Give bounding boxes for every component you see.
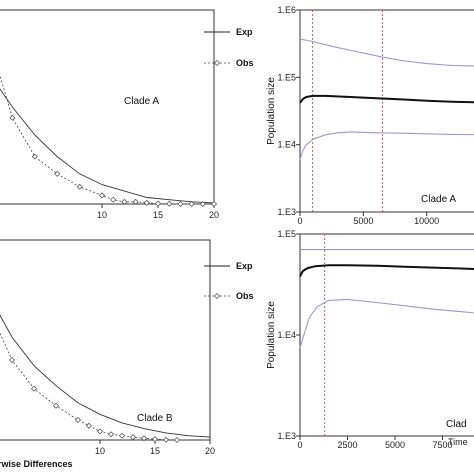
- obs-point-marker: [75, 417, 81, 423]
- obs-series-line: [0, 74, 214, 205]
- x-tick-label: 5000: [353, 216, 373, 226]
- x-tick-label: 10: [97, 210, 107, 220]
- obs-point-marker: [119, 432, 125, 439]
- x-axis-label: rwise Differences: [0, 459, 73, 469]
- exp-series-line: [0, 314, 211, 438]
- obs-point-marker: [108, 431, 114, 438]
- panel-label: Clade A: [421, 194, 456, 205]
- x-axis-label: Time: [448, 437, 468, 447]
- panel-label: Clade B: [137, 413, 173, 424]
- legend-obs-marker: [214, 293, 220, 299]
- x-tick-label: 5000: [385, 440, 405, 450]
- x-tick-label: 10000: [414, 216, 439, 226]
- y-tick-label: 1.E5: [277, 72, 296, 82]
- y-axis-label: Population size: [266, 301, 277, 369]
- x-tick-label: 15: [150, 446, 160, 456]
- obs-point-marker: [53, 402, 59, 409]
- y-tick-label: 1.E3: [277, 431, 296, 441]
- median-series-line: [299, 264, 474, 277]
- obs-point-marker: [54, 170, 61, 177]
- obs-point-marker: [177, 201, 184, 207]
- obs-point-marker: [76, 183, 83, 190]
- obs-point-marker: [130, 434, 136, 441]
- y-tick-label: 1.E4: [277, 330, 296, 340]
- x-tick-label: 15: [153, 210, 163, 220]
- obs-point-marker: [163, 436, 169, 443]
- obs-point-marker: [121, 198, 128, 205]
- plot-frame: [299, 233, 474, 437]
- obs-point-marker: [155, 200, 161, 207]
- x-tick-label: 2500: [337, 440, 357, 450]
- obs-point-marker: [188, 201, 195, 207]
- x-tick-label: 10: [95, 446, 105, 456]
- legend-obs-marker: [214, 60, 220, 66]
- obs-point-marker: [152, 436, 158, 443]
- obs-point-marker: [31, 385, 37, 392]
- median-series-line: [299, 94, 474, 104]
- x-tick-label: 0: [297, 216, 302, 226]
- obs-point-marker: [99, 192, 105, 199]
- y-tick-label: 1.E5: [277, 229, 296, 239]
- legend-obs-label: Obs: [236, 58, 254, 68]
- x-tick-label: 7500: [432, 440, 452, 450]
- obs-point-marker: [31, 153, 38, 160]
- obs-point-marker: [110, 196, 117, 203]
- obs-point-marker: [97, 428, 103, 435]
- obs-point-marker: [9, 357, 15, 363]
- lower-hpd-line: [299, 298, 474, 348]
- y-tick-label: 1.E4: [277, 140, 296, 150]
- y-tick-label: 1.E6: [277, 5, 296, 15]
- obs-point-marker: [9, 114, 16, 121]
- x-tick-label: 20: [209, 210, 219, 220]
- obs-point-marker: [86, 422, 92, 429]
- plot-frame: [299, 9, 474, 213]
- obs-point-marker: [141, 435, 147, 442]
- panel-label: Clade A: [124, 96, 159, 107]
- plot-frame: [0, 9, 215, 205]
- plot-frame: [0, 239, 211, 441]
- obs-point-marker: [166, 200, 173, 207]
- legend-exp-label: Exp: [236, 261, 253, 271]
- legend-exp-label: Exp: [236, 27, 253, 37]
- panel-label: Clad: [446, 419, 467, 430]
- exp-series-line: [0, 88, 215, 204]
- obs-point-marker: [143, 199, 150, 206]
- obs-point-marker: [174, 437, 180, 443]
- y-axis-label: Population size: [266, 77, 277, 145]
- legend-obs-label: Obs: [236, 291, 254, 301]
- obs-point-marker: [199, 201, 206, 207]
- y-tick-label: 1.E3: [277, 207, 296, 217]
- x-tick-label: 0: [297, 440, 302, 450]
- x-tick-label: 20: [205, 446, 215, 456]
- upper-hpd-line: [299, 38, 474, 67]
- obs-series-line: [0, 332, 178, 441]
- obs-point-marker: [132, 198, 139, 205]
- obs-point-marker: [211, 201, 217, 207]
- lower-hpd-line: [299, 131, 474, 160]
